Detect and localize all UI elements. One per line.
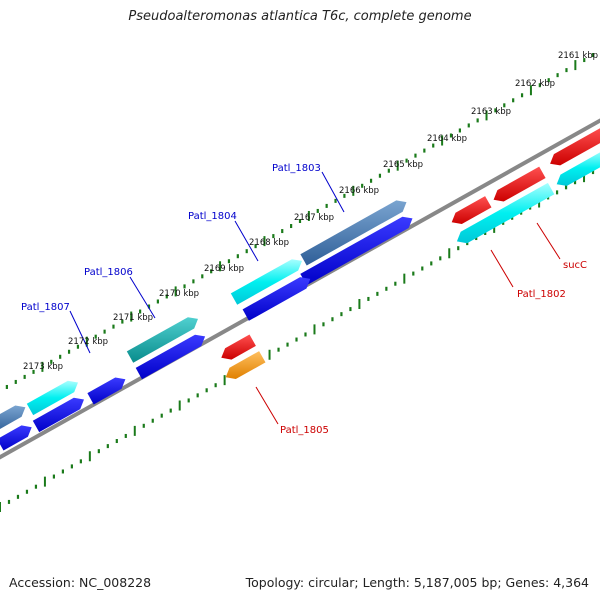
tick-label-2168: 2168 kbp <box>249 238 289 248</box>
tick-label-2165: 2165 kbp <box>383 160 423 170</box>
gene-arrow-patl-1805[interactable] <box>225 351 266 379</box>
tick-label-2167: 2167 kbp <box>294 213 334 223</box>
label-leaders <box>69 171 561 425</box>
tick-label-2170: 2170 kbp <box>159 289 199 299</box>
map-title: Pseudoalteromonas atlantica T6c, complet… <box>128 9 472 24</box>
gene-arrow-blue-6[interactable] <box>0 425 32 451</box>
tick-label-2173: 2173 kbp <box>23 362 63 372</box>
gene-arrow-blue-5[interactable] <box>32 397 84 433</box>
gene-arrow-patl-1803[interactable] <box>300 200 407 266</box>
gene-arrow-succ[interactable] <box>550 127 600 166</box>
gene-arrow-cyan-right[interactable] <box>556 150 600 186</box>
tick-label-2161: 2161 kbp <box>558 51 598 61</box>
tick-label-2163: 2163 kbp <box>471 107 511 117</box>
gene-arrow-red-small[interactable] <box>221 334 256 360</box>
gene-arrow-red-1[interactable] <box>451 196 492 224</box>
gene-label-patl-1805[interactable]: Patl_1805 <box>280 425 329 436</box>
gene-label-succ[interactable]: sucC <box>563 260 587 271</box>
gene-arrow-patl-1806[interactable] <box>126 317 198 363</box>
gene-label-patl-1807[interactable]: Patl_1807 <box>21 302 70 313</box>
gene-arrow-partial-left[interactable] <box>0 405 26 433</box>
gene-arrow-red-2[interactable] <box>493 166 546 202</box>
tick-label-2169: 2169 kbp <box>204 264 244 274</box>
tick-track <box>5 53 595 389</box>
tick-label-2162: 2162 kbp <box>515 79 555 89</box>
genome-summary: Topology: circular; Length: 5,187,005 bp… <box>245 575 589 590</box>
tick-label-2172: 2172 kbp <box>68 337 108 347</box>
gene-arrow-blue-4[interactable] <box>87 377 126 405</box>
tick-label-2171: 2171 kbp <box>113 313 153 323</box>
gene-features <box>0 127 600 451</box>
gene-label-patl-1803[interactable]: Patl_1803 <box>272 163 321 174</box>
gene-label-patl-1804[interactable]: Patl_1804 <box>188 211 237 222</box>
tick-label-2164: 2164 kbp <box>427 134 467 144</box>
tick-label-2166: 2166 kbp <box>339 186 379 196</box>
gene-arrow-blue-2[interactable] <box>242 277 311 321</box>
accession-label: Accession: NC_008228 <box>9 575 152 590</box>
gene-arrow-patl-1807[interactable] <box>26 380 78 416</box>
gene-arrow-blue-1[interactable] <box>300 216 413 286</box>
gene-arrow-blue-3[interactable] <box>135 334 206 380</box>
gene-label-patl-1806[interactable]: Patl_1806 <box>84 267 133 278</box>
gene-label-patl-1802[interactable]: Patl_1802 <box>517 289 566 300</box>
gene-arrow-patl-1804[interactable] <box>230 259 302 305</box>
gene-arrow-patl-1802[interactable] <box>456 182 555 244</box>
